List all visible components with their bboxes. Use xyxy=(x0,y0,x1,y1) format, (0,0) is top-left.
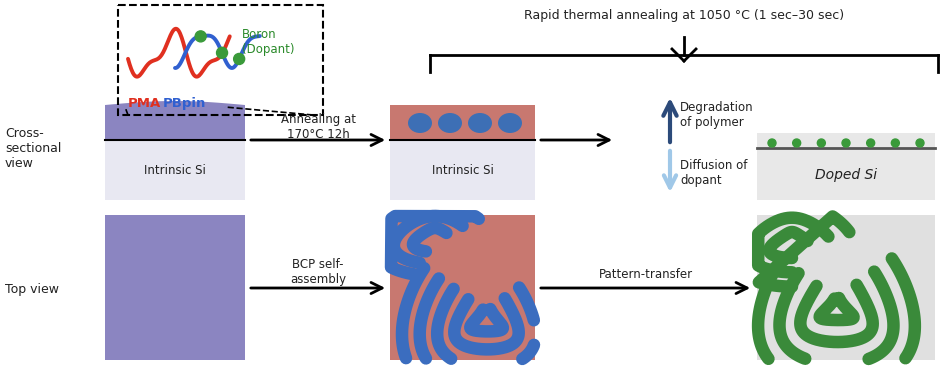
Circle shape xyxy=(217,47,228,58)
Text: PMA: PMA xyxy=(128,96,161,110)
Circle shape xyxy=(842,139,850,147)
Bar xyxy=(757,215,935,360)
Bar xyxy=(390,105,535,140)
Text: Rapid thermal annealing at 1050 °C (1 sec–30 sec): Rapid thermal annealing at 1050 °C (1 se… xyxy=(524,9,844,21)
Bar xyxy=(757,133,935,200)
Bar xyxy=(390,215,535,360)
Ellipse shape xyxy=(468,113,492,133)
Text: Intrinsic Si: Intrinsic Si xyxy=(144,163,206,177)
Ellipse shape xyxy=(438,113,462,133)
Circle shape xyxy=(867,139,875,147)
Bar xyxy=(105,140,245,200)
Ellipse shape xyxy=(498,113,522,133)
Text: Boron
(Dopant): Boron (Dopant) xyxy=(242,28,294,56)
Circle shape xyxy=(817,139,825,147)
Circle shape xyxy=(793,139,800,147)
Bar xyxy=(105,215,245,360)
Circle shape xyxy=(768,139,776,147)
Text: Degradation
of polymer: Degradation of polymer xyxy=(680,101,754,129)
Text: Top view: Top view xyxy=(5,283,59,297)
Text: Annealing at
170°C 12h: Annealing at 170°C 12h xyxy=(281,113,356,141)
Text: PBpin: PBpin xyxy=(163,96,206,110)
Circle shape xyxy=(891,139,900,147)
Bar xyxy=(390,215,535,360)
Text: Pattern-transfer: Pattern-transfer xyxy=(599,267,693,280)
Ellipse shape xyxy=(408,113,432,133)
Circle shape xyxy=(195,31,206,42)
Circle shape xyxy=(234,53,245,64)
Text: BCP self-
assembly: BCP self- assembly xyxy=(289,258,346,286)
Polygon shape xyxy=(105,101,245,140)
Text: Diffusion of
dopant: Diffusion of dopant xyxy=(680,159,747,187)
Text: Intrinsic Si: Intrinsic Si xyxy=(432,163,494,177)
Text: Doped Si: Doped Si xyxy=(815,168,877,182)
Text: Cross-
sectional
view: Cross- sectional view xyxy=(5,126,61,169)
Circle shape xyxy=(916,139,924,147)
Bar xyxy=(390,140,535,200)
Bar xyxy=(118,5,323,115)
